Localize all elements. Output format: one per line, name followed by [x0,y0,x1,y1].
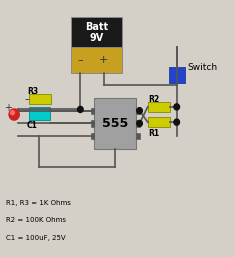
FancyBboxPatch shape [148,102,170,112]
FancyBboxPatch shape [91,133,94,139]
FancyBboxPatch shape [29,94,51,104]
Text: R3: R3 [27,87,38,96]
FancyBboxPatch shape [94,98,136,149]
Circle shape [78,106,83,113]
Circle shape [137,120,142,126]
FancyBboxPatch shape [136,107,140,114]
FancyBboxPatch shape [29,107,50,120]
FancyBboxPatch shape [148,117,170,127]
Text: C1: C1 [26,122,37,131]
FancyBboxPatch shape [71,17,122,47]
FancyBboxPatch shape [168,68,185,83]
Circle shape [174,119,180,125]
Circle shape [174,104,180,110]
Text: R1, R3 = 1K Ohms: R1, R3 = 1K Ohms [6,200,71,206]
FancyBboxPatch shape [91,107,94,114]
Text: R1: R1 [148,129,159,138]
Text: Batt
9V: Batt 9V [85,22,108,43]
Text: C1 = 100uF, 25V: C1 = 100uF, 25V [6,235,66,241]
Text: 555: 555 [102,117,128,130]
Text: Switch: Switch [187,63,217,72]
Text: R2: R2 [148,95,159,104]
Text: +: + [4,103,12,113]
Circle shape [9,109,19,120]
Text: –: – [78,55,83,65]
Text: R2 = 100K Ohms: R2 = 100K Ohms [6,217,66,224]
FancyBboxPatch shape [71,47,122,72]
Circle shape [137,108,142,114]
Text: +: + [99,55,108,65]
FancyBboxPatch shape [136,133,140,139]
Circle shape [11,111,14,115]
FancyBboxPatch shape [91,120,94,127]
FancyBboxPatch shape [136,120,140,127]
Text: –: – [24,94,29,104]
